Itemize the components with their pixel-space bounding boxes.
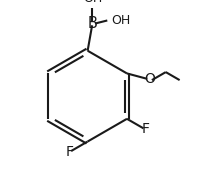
Text: F: F (65, 145, 73, 159)
Text: B: B (87, 16, 97, 31)
Text: OH: OH (111, 14, 130, 27)
Text: F: F (141, 122, 150, 137)
Text: OH: OH (83, 0, 102, 5)
Text: O: O (144, 72, 155, 86)
